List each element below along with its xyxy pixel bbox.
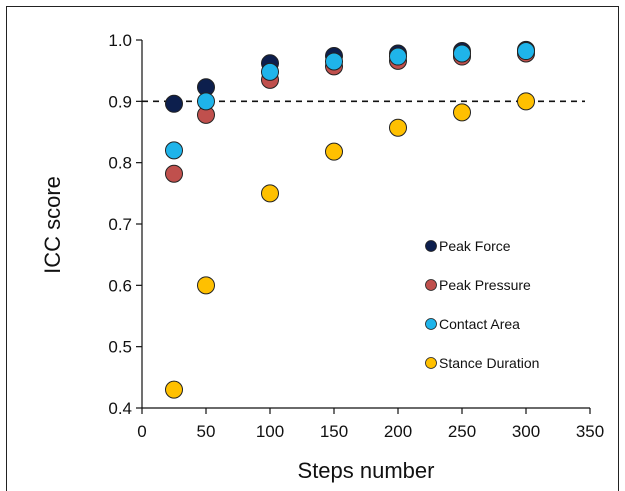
y-tick-label: 1.0 <box>108 31 132 50</box>
point-peak-force <box>165 94 183 113</box>
chart-frame <box>6 6 619 491</box>
y-tick-label: 0.9 <box>108 92 132 111</box>
legend-marker-stance-duration <box>425 357 437 369</box>
point-stance-duration <box>165 380 183 399</box>
x-tick-label: 350 <box>576 422 604 441</box>
legend-label-contact-area: Contact Area <box>439 316 520 332</box>
y-tick-label: 0.7 <box>108 215 132 234</box>
point-stance-duration <box>389 118 407 137</box>
y-tick-label: 0.4 <box>108 399 132 418</box>
point-stance-duration <box>453 103 471 122</box>
y-tick-label: 0.5 <box>108 338 132 357</box>
legend-label-peak-force: Peak Force <box>439 238 511 254</box>
y-axis-title: ICC score <box>40 176 65 274</box>
x-tick-label: 150 <box>320 422 348 441</box>
point-stance-duration <box>517 92 535 111</box>
legend-label-stance-duration: Stance Duration <box>439 355 539 371</box>
x-tick-label: 250 <box>448 422 476 441</box>
x-tick-label: 0 <box>137 422 146 441</box>
x-tick-label: 200 <box>384 422 412 441</box>
point-contact-area <box>453 44 471 63</box>
legend-marker-peak-pressure <box>425 279 437 291</box>
x-tick-label: 100 <box>256 422 284 441</box>
y-tick-label: 0.6 <box>108 276 132 295</box>
y-tick-label: 0.8 <box>108 154 132 173</box>
point-stance-duration <box>197 276 215 295</box>
x-axis-title: Steps number <box>298 458 435 483</box>
legend-marker-peak-force <box>425 240 437 252</box>
point-peak-pressure <box>165 164 183 183</box>
point-contact-area <box>325 52 343 71</box>
point-contact-area <box>517 42 535 61</box>
x-tick-label: 300 <box>512 422 540 441</box>
x-tick-label: 50 <box>197 422 216 441</box>
point-stance-duration <box>325 142 343 161</box>
point-stance-duration <box>261 184 279 203</box>
point-contact-area <box>197 92 215 111</box>
legend-marker-contact-area <box>425 318 437 330</box>
point-contact-area <box>165 141 183 160</box>
point-contact-area <box>261 62 279 81</box>
legend-label-peak-pressure: Peak Pressure <box>439 277 531 293</box>
point-contact-area <box>389 47 407 66</box>
